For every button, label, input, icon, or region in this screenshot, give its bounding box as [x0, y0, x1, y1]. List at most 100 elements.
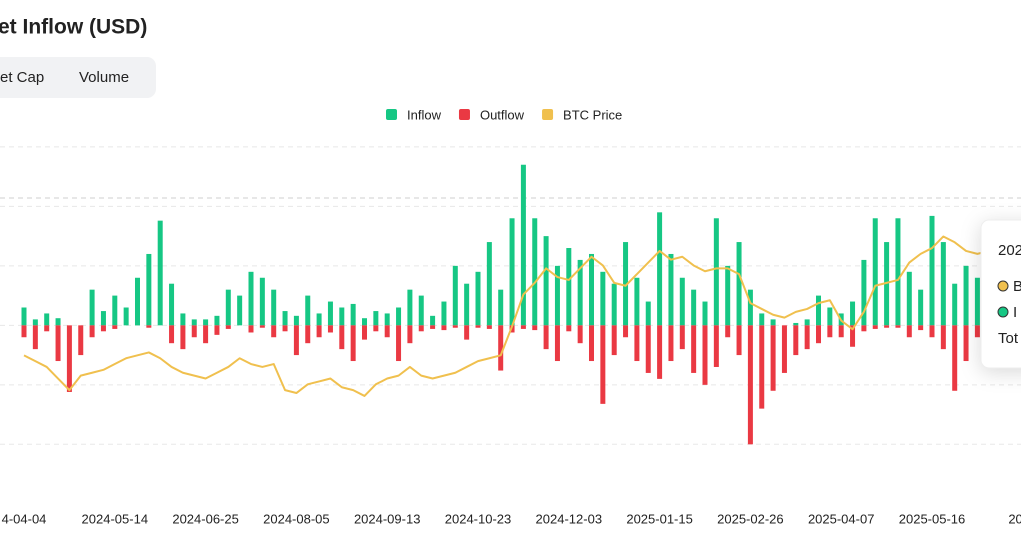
bar — [906, 325, 912, 338]
bar — [100, 325, 106, 332]
bar — [963, 325, 969, 362]
bar — [713, 325, 719, 367]
bar — [623, 242, 629, 326]
bar — [804, 325, 810, 350]
bar — [577, 325, 583, 344]
bar — [191, 325, 197, 338]
bar — [237, 295, 243, 326]
bar — [169, 325, 175, 344]
bar — [44, 325, 50, 332]
tooltip-dot — [997, 306, 1009, 318]
bar — [520, 325, 526, 329]
bar — [600, 325, 606, 404]
x-tick-label: 2024-12-03 — [536, 511, 603, 526]
bar — [327, 325, 333, 333]
bar — [225, 289, 231, 326]
bar — [180, 313, 186, 326]
bar — [816, 325, 821, 344]
bar — [929, 215, 935, 326]
bar — [770, 325, 776, 391]
bar — [895, 218, 901, 326]
bar — [566, 248, 572, 326]
bar — [373, 325, 379, 332]
bar — [747, 289, 753, 326]
legend-label: Inflow — [407, 107, 442, 122]
bar — [339, 307, 345, 326]
bar — [589, 325, 594, 362]
bar — [679, 325, 685, 350]
tab[interactable]: Volume — [79, 69, 129, 86]
legend-label: BTC Price — [563, 107, 622, 122]
bar — [32, 319, 38, 326]
bar — [611, 283, 617, 326]
bar — [895, 325, 901, 328]
bar — [452, 325, 458, 328]
bar — [918, 289, 924, 326]
tab-bar — [0, 57, 156, 98]
bar — [589, 253, 594, 326]
bar — [850, 301, 856, 326]
bar — [271, 289, 277, 326]
bar — [452, 265, 458, 326]
bar — [32, 325, 38, 350]
bar — [498, 289, 504, 326]
bar — [169, 283, 175, 326]
bar — [940, 242, 946, 326]
x-tick-label: 2025-01-15 — [626, 511, 693, 526]
bar — [350, 303, 356, 326]
bar — [248, 325, 254, 333]
bar — [827, 325, 833, 338]
bar — [259, 277, 265, 326]
tab[interactable]: et Cap — [0, 69, 44, 86]
bar — [339, 325, 345, 350]
bar — [44, 313, 50, 326]
bar — [634, 277, 640, 326]
bar — [861, 259, 867, 326]
bar — [282, 325, 288, 332]
bar — [804, 319, 810, 326]
bar — [691, 289, 697, 326]
bar — [861, 325, 867, 332]
legend-swatch — [458, 109, 470, 120]
bar — [509, 218, 515, 326]
x-tick-label: 4-04-04 — [2, 511, 47, 526]
bar — [974, 325, 980, 338]
x-tick-label: 2025-04-07 — [808, 511, 875, 526]
bar — [396, 325, 402, 362]
bar — [793, 325, 799, 356]
tooltip-footer: Tot — [998, 330, 1019, 347]
bar — [259, 325, 265, 328]
bar — [543, 236, 549, 326]
bar — [21, 307, 27, 326]
bar — [293, 325, 299, 356]
bar — [543, 325, 549, 350]
bar — [781, 325, 787, 373]
bar — [554, 325, 560, 362]
bar — [214, 325, 220, 335]
legend-swatch — [386, 109, 397, 120]
bar — [203, 325, 209, 344]
bar — [418, 325, 424, 332]
tooltip: 202 B I Tot — [980, 219, 1021, 369]
bar — [384, 325, 390, 338]
bar — [203, 319, 209, 326]
bar — [225, 325, 231, 329]
bar — [475, 325, 481, 328]
bar — [112, 295, 118, 326]
bar — [464, 283, 470, 326]
bar — [532, 218, 538, 326]
bar — [759, 325, 765, 409]
bar — [21, 325, 27, 338]
bar — [282, 311, 288, 326]
bar — [384, 313, 390, 326]
x-tick-label: 2024-09-13 — [354, 511, 421, 526]
bar — [566, 325, 572, 332]
bar — [736, 242, 742, 326]
bar — [974, 277, 980, 326]
bar — [668, 253, 674, 326]
bar — [498, 325, 504, 371]
bar — [940, 325, 946, 350]
bar — [486, 242, 492, 326]
bar — [759, 313, 765, 326]
